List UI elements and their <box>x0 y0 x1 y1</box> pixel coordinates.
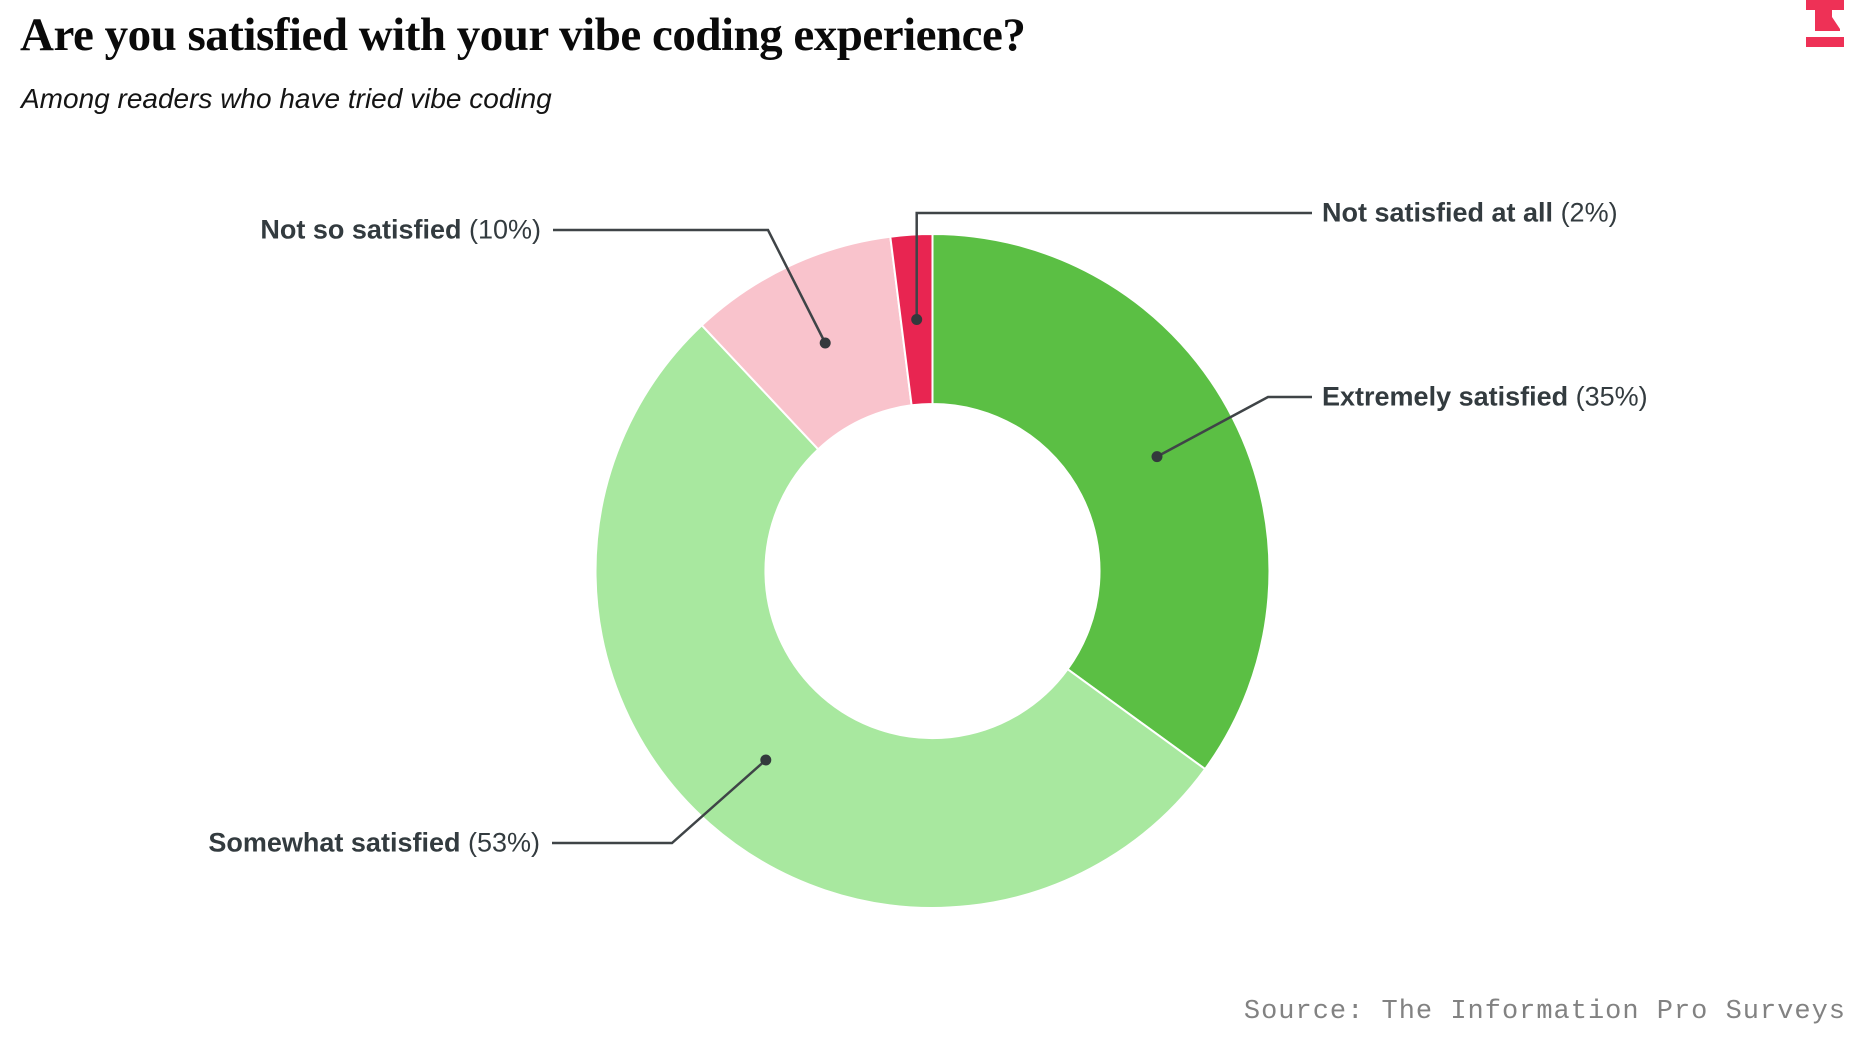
callout-line-extremely-satisfied <box>1156 395 1312 458</box>
chart-subtitle: Among readers who have tried vibe coding <box>21 83 552 114</box>
callout-line-not-satisfied-at-all <box>915 211 1312 320</box>
callout-dot-not-so-satisfied <box>819 337 831 349</box>
callout-dot-extremely-satisfied <box>1151 451 1163 463</box>
donut-segment-extremely-satisfied <box>931 233 1271 771</box>
the-information-logo-icon <box>1804 0 1846 47</box>
callout-line-not-so-satisfied <box>553 228 827 344</box>
source-credit: Source: The Information Pro Surveys <box>1243 997 1846 1027</box>
callout-dot-not-satisfied-at-all <box>911 314 923 325</box>
chart-title: Are you satisfied with your vibe coding … <box>20 9 1026 61</box>
callout-dot-somewhat-satisfied <box>760 754 772 766</box>
donut-segment-somewhat-satisfied <box>594 324 1207 909</box>
callout-line-somewhat-satisfied <box>552 759 767 845</box>
